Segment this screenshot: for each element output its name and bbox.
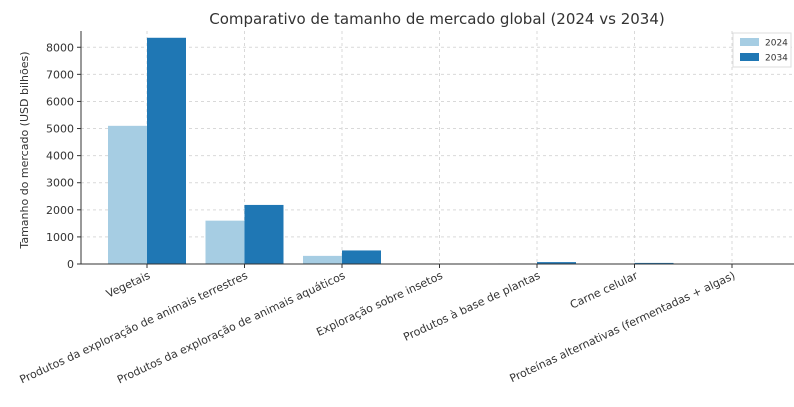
bar-2034-1	[245, 205, 284, 264]
bar-2034-0	[147, 38, 186, 264]
grid	[81, 31, 794, 264]
axes	[81, 31, 794, 264]
chart-title: Comparativo de tamanho de mercado global…	[209, 10, 664, 28]
legend-swatch-2034	[740, 53, 759, 61]
bar-2024-1	[206, 221, 245, 264]
y-tick-label: 1000	[46, 231, 74, 244]
y-axis-label: Tamanho do mercado (USD bilhões)	[18, 51, 31, 249]
y-tick-label: 8000	[46, 41, 74, 54]
y-ticks: 0 1000 2000 3000 4000 5000 6000 7000 8000	[46, 41, 81, 271]
bar-2034-2	[342, 250, 381, 264]
bar-2024-0	[108, 126, 147, 264]
y-tick-label: 2000	[46, 204, 74, 217]
y-tick-label: 4000	[46, 150, 74, 163]
y-tick-label: 0	[67, 258, 74, 271]
y-tick-label: 3000	[46, 177, 74, 190]
y-tick-label: 5000	[46, 123, 74, 136]
x-tick-label: Carne celular	[568, 269, 640, 312]
legend-swatch-2024	[740, 38, 759, 46]
bar-2024-2	[303, 256, 342, 264]
legend-label-2034: 2034	[765, 54, 788, 64]
x-tick-label: Vegetais	[104, 269, 152, 301]
y-tick-label: 6000	[46, 95, 74, 108]
legend: 2024 2034	[733, 33, 791, 67]
legend-label-2024: 2024	[765, 39, 788, 49]
y-tick-label: 7000	[46, 68, 74, 81]
